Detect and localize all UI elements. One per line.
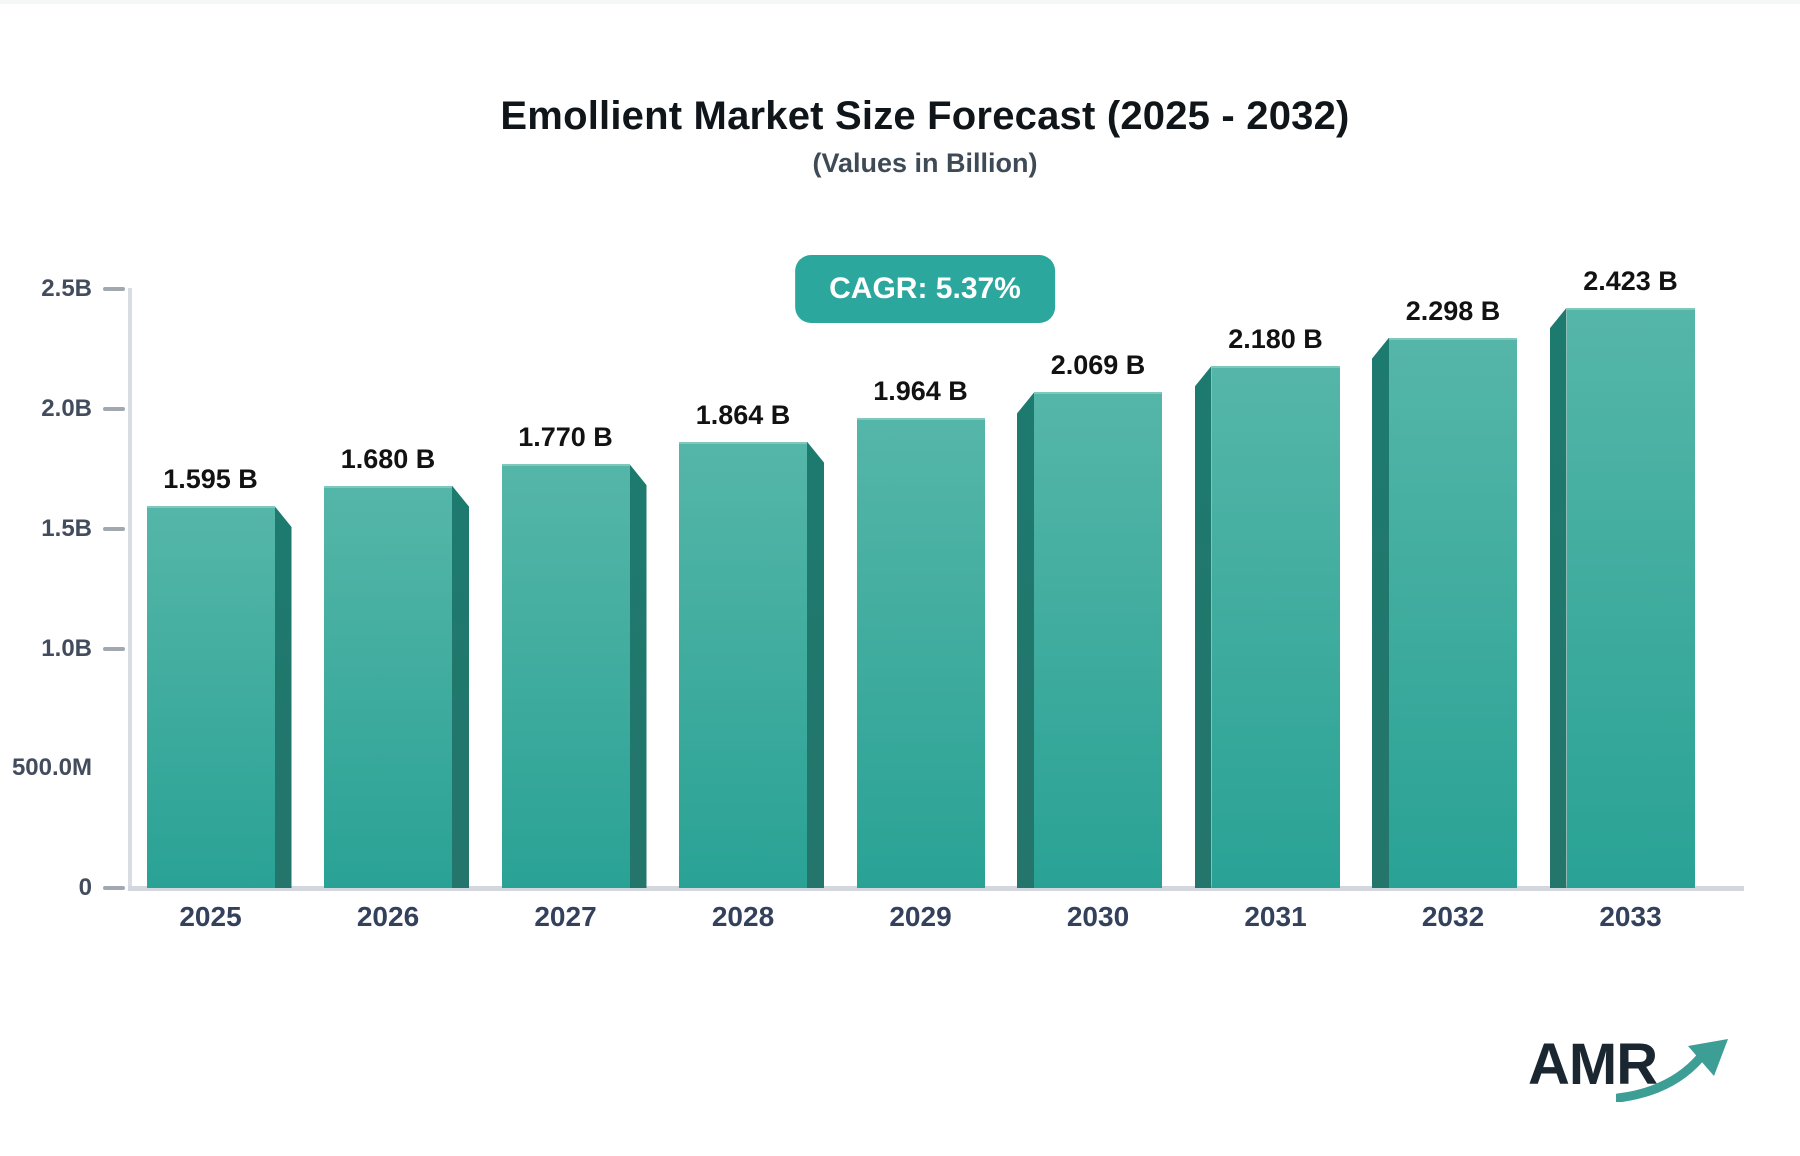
top-border-strip	[0, 0, 1800, 4]
bar-value-label: 2.423 B	[1583, 265, 1678, 296]
bar-value-label: 1.680 B	[340, 443, 436, 474]
y-axis-line	[128, 288, 132, 890]
x-axis-label: 2032	[1421, 901, 1485, 932]
bar-3d-side	[274, 505, 292, 888]
x-axis-label: 2029	[889, 901, 952, 932]
bar-2033	[1566, 307, 1695, 888]
bar-3d-side	[1372, 337, 1389, 888]
y-axis-tick-label: 2.5B	[41, 275, 92, 303]
bar-2030	[1034, 392, 1162, 888]
bar-2032	[1389, 337, 1517, 888]
bar-value-label: 2.298 B	[1405, 295, 1501, 326]
x-axis-label: 2031	[1244, 901, 1307, 932]
amr-logo: AMR	[1528, 1034, 1728, 1114]
bar-value-label: 1.964 B	[873, 375, 968, 406]
y-axis-tick-mark	[103, 526, 125, 531]
y-axis-tick-mark	[103, 407, 125, 411]
y-axis-tick-mark	[103, 646, 125, 651]
bar-3d-side	[1017, 392, 1034, 888]
bar-value-label: 1.864 B	[695, 399, 791, 430]
x-axis-label: 2028	[711, 901, 775, 932]
chart-subtitle: (Values in Billion)	[812, 148, 1038, 178]
growth-arrow-icon	[1616, 1039, 1728, 1102]
bar-value-label: 2.069 B	[1050, 350, 1146, 381]
y-axis-tick-label: 1.5B	[41, 514, 92, 542]
bar-2029	[856, 417, 985, 888]
bar-2026	[324, 485, 452, 888]
bar-3d-side	[629, 464, 647, 888]
bar-3d-side	[1549, 307, 1567, 888]
bar-value-label: 1.770 B	[518, 422, 613, 453]
bar-3d-side	[452, 485, 469, 888]
x-axis-label: 2033	[1599, 901, 1662, 932]
x-axis-label: 2026	[356, 901, 420, 932]
bar-value-label: 1.595 B	[163, 463, 258, 494]
y-axis-tick-mark	[103, 287, 125, 292]
bar-2025	[146, 505, 275, 888]
y-axis-tick-mark	[103, 886, 125, 890]
cagr-badge: CAGR: 5.37%	[795, 255, 1055, 323]
x-axis-label: 2030	[1066, 901, 1130, 932]
x-axis-label: 2027	[534, 901, 597, 932]
bar-2031	[1211, 365, 1340, 888]
bar-3d-side	[1194, 365, 1212, 888]
bar-2028	[679, 441, 807, 888]
y-axis-tick-label: 0	[78, 874, 92, 901]
amr-logo-text: AMR	[1528, 1032, 1658, 1097]
x-axis-baseline	[128, 886, 1744, 891]
bar-2027	[501, 464, 630, 888]
y-axis-tick-label: 500.0M	[11, 754, 92, 782]
bar-3d-side	[807, 441, 824, 888]
y-axis-tick-label: 2.0B	[41, 395, 92, 422]
y-axis-tick-label: 1.0B	[41, 634, 92, 662]
chart-title: Emollient Market Size Forecast (2025 - 2…	[500, 94, 1350, 138]
x-axis-label: 2025	[179, 901, 242, 932]
bar-value-label: 2.180 B	[1228, 323, 1323, 354]
